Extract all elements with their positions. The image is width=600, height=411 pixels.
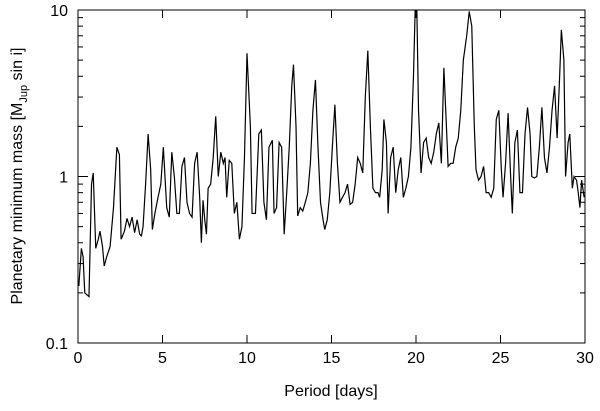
x-tick-label: 10 bbox=[238, 350, 256, 367]
y-label-sub: Jup bbox=[18, 85, 30, 103]
x-tick-label: 20 bbox=[407, 350, 425, 367]
y-tick-label: 1 bbox=[59, 170, 68, 187]
y-axis-label: Planetary minimum mass [MJup sin i] bbox=[9, 48, 30, 305]
x-axis-label: Period [days] bbox=[284, 383, 377, 400]
x-tick-label: 5 bbox=[158, 350, 167, 367]
x-tick-label: 0 bbox=[74, 350, 83, 367]
x-tick-label: 25 bbox=[492, 350, 510, 367]
plot-frame bbox=[77, 9, 586, 344]
x-tick-label: 15 bbox=[323, 350, 341, 367]
y-tick-label: 0.1 bbox=[46, 336, 68, 353]
data-line bbox=[78, 10, 585, 298]
y-label-part: sin i] bbox=[9, 48, 26, 85]
x-tick-label: 30 bbox=[576, 350, 594, 367]
y-label-part: Planetary minimum mass [M bbox=[9, 103, 26, 305]
y-tick-label: 10 bbox=[50, 3, 68, 20]
